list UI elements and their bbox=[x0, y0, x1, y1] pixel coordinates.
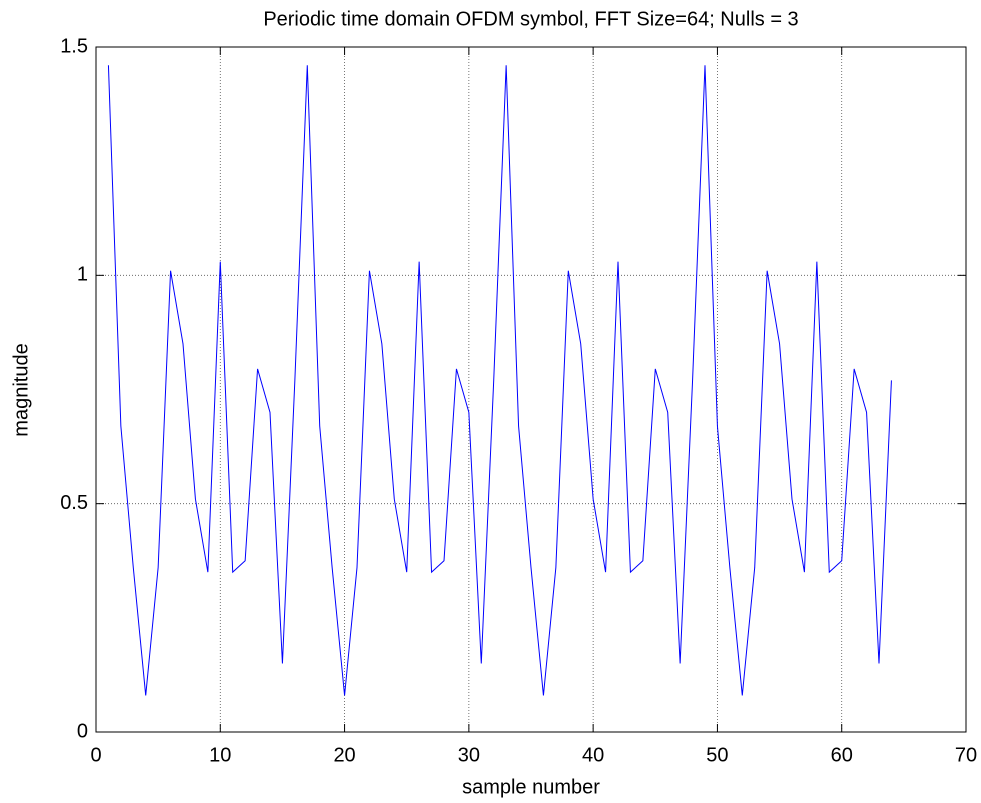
y-tick-label: 0.5 bbox=[60, 492, 88, 514]
x-tick-label: 20 bbox=[333, 744, 355, 766]
y-tick-label: 1.5 bbox=[60, 35, 88, 57]
x-tick-label: 10 bbox=[209, 744, 231, 766]
x-tick-label: 50 bbox=[706, 744, 728, 766]
y-tick-label: 0 bbox=[77, 720, 88, 742]
plot-frame bbox=[95, 46, 967, 733]
x-tick-label: 70 bbox=[955, 744, 977, 766]
x-tick-label: 60 bbox=[831, 744, 853, 766]
x-tick-label: 0 bbox=[90, 744, 101, 766]
y-axis-label: magnitude bbox=[10, 343, 32, 436]
x-axis-label: sample number bbox=[462, 776, 600, 798]
data-line bbox=[107, 65, 892, 696]
chart-title: Periodic time domain OFDM symbol, FFT Si… bbox=[263, 8, 798, 30]
x-tick-label: 40 bbox=[582, 744, 604, 766]
y-tick-label: 1 bbox=[77, 264, 88, 286]
x-tick-label: 30 bbox=[458, 744, 480, 766]
